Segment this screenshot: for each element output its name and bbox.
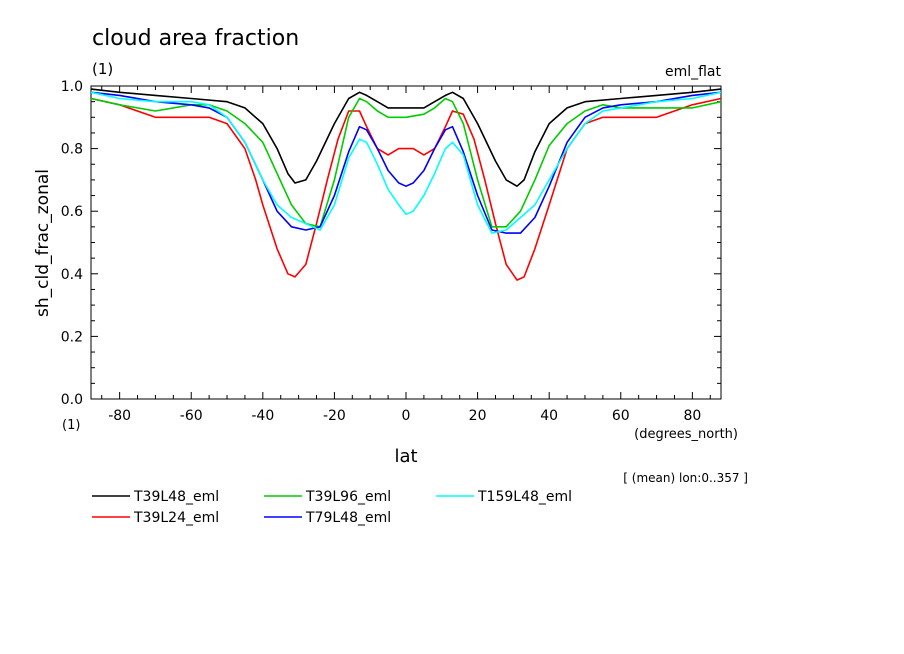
legend-label: T39L48_eml <box>133 489 219 505</box>
legend: T39L48_eml T39L24_eml T39L96_eml T79L48_eml… <box>92 489 572 526</box>
chart-title: cloud area fraction <box>92 26 299 51</box>
legend-label: T39L24_eml <box>133 510 219 526</box>
x-tick-label: -40 <box>251 408 274 424</box>
series-line-t39l96-eml <box>90 97 722 228</box>
axis-ticks <box>91 85 721 400</box>
x-tick-label: 60 <box>612 408 630 424</box>
y-tick-label: 0.0 <box>61 392 83 408</box>
y-tick-label: 0.6 <box>61 204 83 220</box>
chart-subtitle: [ (mean) lon:0..357 ] <box>623 471 748 485</box>
x-tick-label: 0 <box>402 408 411 424</box>
series-line-t39l24-eml <box>90 97 722 281</box>
y-tick-label: 0.2 <box>61 329 83 345</box>
series-layer <box>90 88 722 281</box>
legend-label: T79L48_eml <box>305 510 391 526</box>
x-axis-label: lat <box>394 446 417 467</box>
y-tick-label: 1.0 <box>61 79 83 95</box>
y-tick-label: 0.4 <box>61 267 83 283</box>
y-axis-units: (1) <box>62 418 80 433</box>
title-units: (1) <box>92 60 113 78</box>
series-line-t39l48-eml <box>90 88 722 187</box>
x-axis-units: (degrees_north) <box>634 427 738 442</box>
legend-label: T39L96_eml <box>305 489 391 505</box>
x-tick-label: -60 <box>180 408 203 424</box>
x-tick-labels: -80 -60 -40 -20 0 20 40 60 80 <box>108 408 701 424</box>
x-tick-label: -80 <box>108 408 131 424</box>
corner-label: eml_flat <box>665 64 722 80</box>
x-tick-label: 40 <box>540 408 558 424</box>
y-axis-label: sh_cld_frac_zonal <box>33 169 53 317</box>
x-tick-label: -20 <box>323 408 346 424</box>
x-tick-label: 20 <box>469 408 487 424</box>
legend-label: T159L48_eml <box>477 489 572 505</box>
y-tick-labels: 0.0 0.2 0.4 0.6 0.8 1.0 <box>61 79 83 408</box>
series-line-t159l48-eml <box>90 91 722 234</box>
y-tick-label: 0.8 <box>61 142 83 158</box>
plot-frame <box>90 85 722 400</box>
series-line-t79l48-eml <box>90 91 722 234</box>
x-tick-label: 80 <box>683 408 701 424</box>
